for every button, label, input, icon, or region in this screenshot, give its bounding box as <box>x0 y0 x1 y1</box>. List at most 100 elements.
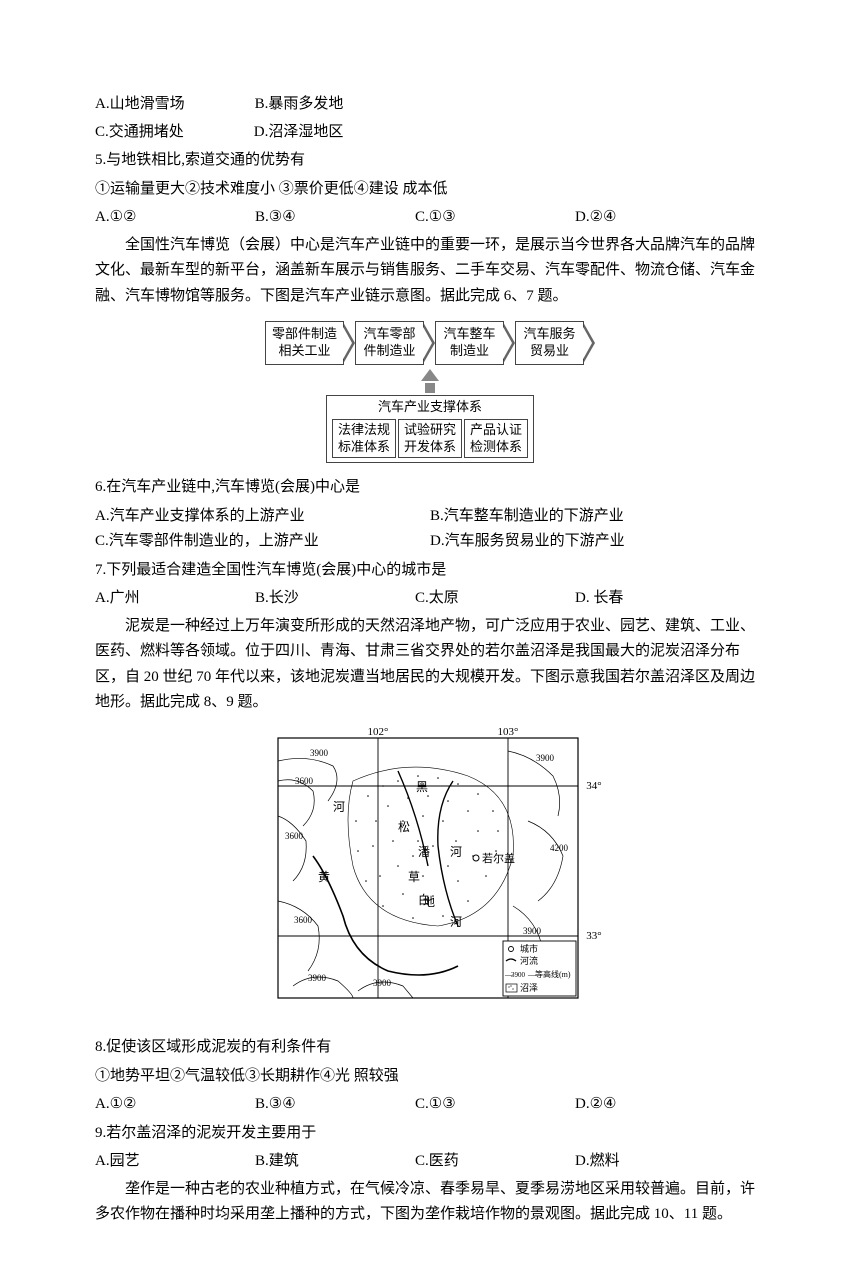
q6-opt-d: D.汽车服务贸易业的下游产业 <box>430 529 765 555</box>
support-cell-1: 法律法规 标准体系 <box>332 419 396 459</box>
q7-opt-a: A.广州 <box>95 586 255 612</box>
s2b: 开发体系 <box>404 439 456 456</box>
label-cao: 草 <box>408 870 420 884</box>
s1a: 法律法规 <box>338 422 390 439</box>
chain-box-4: 汽车服务 贸易业 <box>515 321 584 365</box>
car-chain-diagram: 零部件制造 相关工业 汽车零部 件制造业 汽车整车 制造业 汽车服务 贸易业 <box>95 321 765 463</box>
leg-contour: 等高线(m) <box>535 969 571 979</box>
river-he: 河 <box>333 800 345 814</box>
s1b: 标准体系 <box>338 439 390 456</box>
river-he3: 河 <box>450 915 462 929</box>
lat-bot: 33° <box>586 930 601 942</box>
q8-options: A.①② B.③④ C.①③ D.②④ <box>95 1092 765 1118</box>
chain-arrow-2 <box>423 322 435 364</box>
chain-b2a: 汽车零部 <box>362 326 417 343</box>
support-cell-3: 产品认证 检测体系 <box>464 419 528 459</box>
q5-options: A.①② B.③④ C.①③ D.②④ <box>95 205 765 231</box>
q6-opt-a: A.汽车产业支撑体系的上游产业 <box>95 504 430 530</box>
c-3900-5: 3900 <box>523 926 542 936</box>
chain-b2b: 件制造业 <box>362 343 417 360</box>
q7-opt-c: C.太原 <box>415 586 575 612</box>
q6-opt-c: C.汽车零部件制造业的，上游产业 <box>95 529 430 555</box>
q8-opt-a: A.①② <box>95 1092 255 1118</box>
chain-arrow-4 <box>583 322 595 364</box>
q8-opt-c: C.①③ <box>415 1092 575 1118</box>
leg-city: 城市 <box>520 943 538 954</box>
c-3900-2: 3900 <box>308 973 327 983</box>
q8-items: ①地势平坦②气温较低③长期耕作④光 照较强 <box>95 1064 765 1090</box>
q8-opt-d: D.②④ <box>575 1092 735 1118</box>
chain-box-1: 零部件制造 相关工业 <box>265 321 344 365</box>
q5-stem: 5.与地铁相比,索道交通的优势有 <box>95 148 765 174</box>
support-cell-2: 试验研究 开发体系 <box>398 419 462 459</box>
map-figure: 102° 103° 34° 33° 3900 3600 3600 3600 39… <box>95 726 765 1026</box>
c-3900-3: 3900 <box>373 978 392 988</box>
s3a: 产品认证 <box>470 422 522 439</box>
q6-row1: A.汽车产业支撑体系的上游产业 B.汽车整车制造业的下游产业 <box>95 504 765 530</box>
q9-opt-a: A.园艺 <box>95 1149 255 1175</box>
river-hei: 黑 <box>416 780 428 794</box>
q4-options-row1: A.山地滑雪场 B.暴雨多发地 <box>95 92 765 118</box>
c-4200: 4200 <box>550 843 569 853</box>
q7-stem: 7.下列最适合建造全国性汽车博览(会展)中心的城市是 <box>95 558 765 584</box>
c-3600-2: 3600 <box>285 831 304 841</box>
q6-row2: C.汽车零部件制造业的，上游产业 D.汽车服务贸易业的下游产业 <box>95 529 765 555</box>
c-3600-3: 3600 <box>294 915 313 925</box>
chain-b1b: 相关工业 <box>272 343 337 360</box>
leg-river: 河流 <box>520 955 538 966</box>
s3b: 检测体系 <box>470 439 522 456</box>
q7-opt-b: B.长沙 <box>255 586 415 612</box>
support-title: 汽车产业支撑体系 <box>331 399 529 416</box>
chain-box-3: 汽车整车 制造业 <box>435 321 504 365</box>
up-arrow <box>265 367 595 393</box>
passage-car: 全国性汽车博览（会展）中心是汽车产业链中的重要一环，是展示当今世界各大品牌汽车的… <box>95 233 765 310</box>
q5-opt-b: B.③④ <box>255 205 415 231</box>
s2a: 试验研究 <box>404 422 456 439</box>
q5-items: ①运输量更大②技术难度小 ③票价更低④建设 成本低 <box>95 177 765 203</box>
c-3900-1: 3900 <box>310 748 329 758</box>
q9-opt-b: B.建筑 <box>255 1149 415 1175</box>
q5-opt-a: A.①② <box>95 205 255 231</box>
q4-opt-c: C.交通拥堵处 <box>95 120 184 146</box>
q6-opt-b: B.汽车整车制造业的下游产业 <box>430 504 765 530</box>
leg-swamp: 沼泽 <box>520 983 538 993</box>
q5-opt-c: C.①③ <box>415 205 575 231</box>
q7-options: A.广州 B.长沙 C.太原 D. 长春 <box>95 586 765 612</box>
lon-left: 102° <box>367 726 388 738</box>
c-3600-1: 3600 <box>295 776 314 786</box>
q4-options-row2: C.交通拥堵处 D.沼泽湿地区 <box>95 120 765 146</box>
q9-opt-c: C.医药 <box>415 1149 575 1175</box>
q6-stem: 6.在汽车产业链中,汽车博览(会展)中心是 <box>95 475 765 501</box>
c-3900-4: 3900 <box>536 753 555 763</box>
river-he2: 河 <box>450 845 462 859</box>
q9-opt-d: D.燃料 <box>575 1149 735 1175</box>
chain-b4b: 贸易业 <box>522 343 577 360</box>
chain-b3a: 汽车整车 <box>442 326 497 343</box>
river-huang: 黄 <box>318 870 330 884</box>
q4-opt-b: B.暴雨多发地 <box>255 92 344 118</box>
q9-options: A.园艺 B.建筑 C.医药 D.燃料 <box>95 1149 765 1175</box>
chain-arrow-1 <box>343 322 355 364</box>
chain-b1a: 零部件制造 <box>272 326 337 343</box>
q8-stem: 8.促使该区域形成泥炭的有利条件有 <box>95 1035 765 1061</box>
q5-opt-d: D.②④ <box>575 205 735 231</box>
q9-stem: 9.若尔盖沼泽的泥炭开发主要用于 <box>95 1121 765 1147</box>
chain-arrow-3 <box>503 322 515 364</box>
svg-text:3900: 3900 <box>511 971 526 979</box>
label-song: 松 <box>398 820 410 834</box>
lon-right: 103° <box>497 726 518 738</box>
q4-opt-d: D.沼泽湿地区 <box>254 120 344 146</box>
q7-opt-d: D. 长春 <box>575 586 735 612</box>
passage-ridge: 垄作是一种古老的农业种植方式，在气候冷凉、春季易旱、夏季易涝地区采用较普遍。目前… <box>95 1177 765 1228</box>
city-label: 若尔盖 <box>482 851 515 865</box>
chain-b4a: 汽车服务 <box>522 326 577 343</box>
q8-opt-b: B.③④ <box>255 1092 415 1118</box>
q4-opt-a: A.山地滑雪场 <box>95 92 185 118</box>
support-box: 汽车产业支撑体系 法律法规 标准体系 试验研究 开发体系 产品认证 检测体系 <box>326 395 534 464</box>
chain-box-2: 汽车零部 件制造业 <box>355 321 424 365</box>
passage-peat: 泥炭是一种经过上万年演变所形成的天然沼泽地产物，可广泛应用于农业、园艺、建筑、工… <box>95 614 765 716</box>
map-svg: 102° 103° 34° 33° 3900 3600 3600 3600 39… <box>258 726 603 1016</box>
label-di: 地 <box>423 895 435 909</box>
chain-b3b: 制造业 <box>442 343 497 360</box>
lat-top: 34° <box>586 780 601 792</box>
